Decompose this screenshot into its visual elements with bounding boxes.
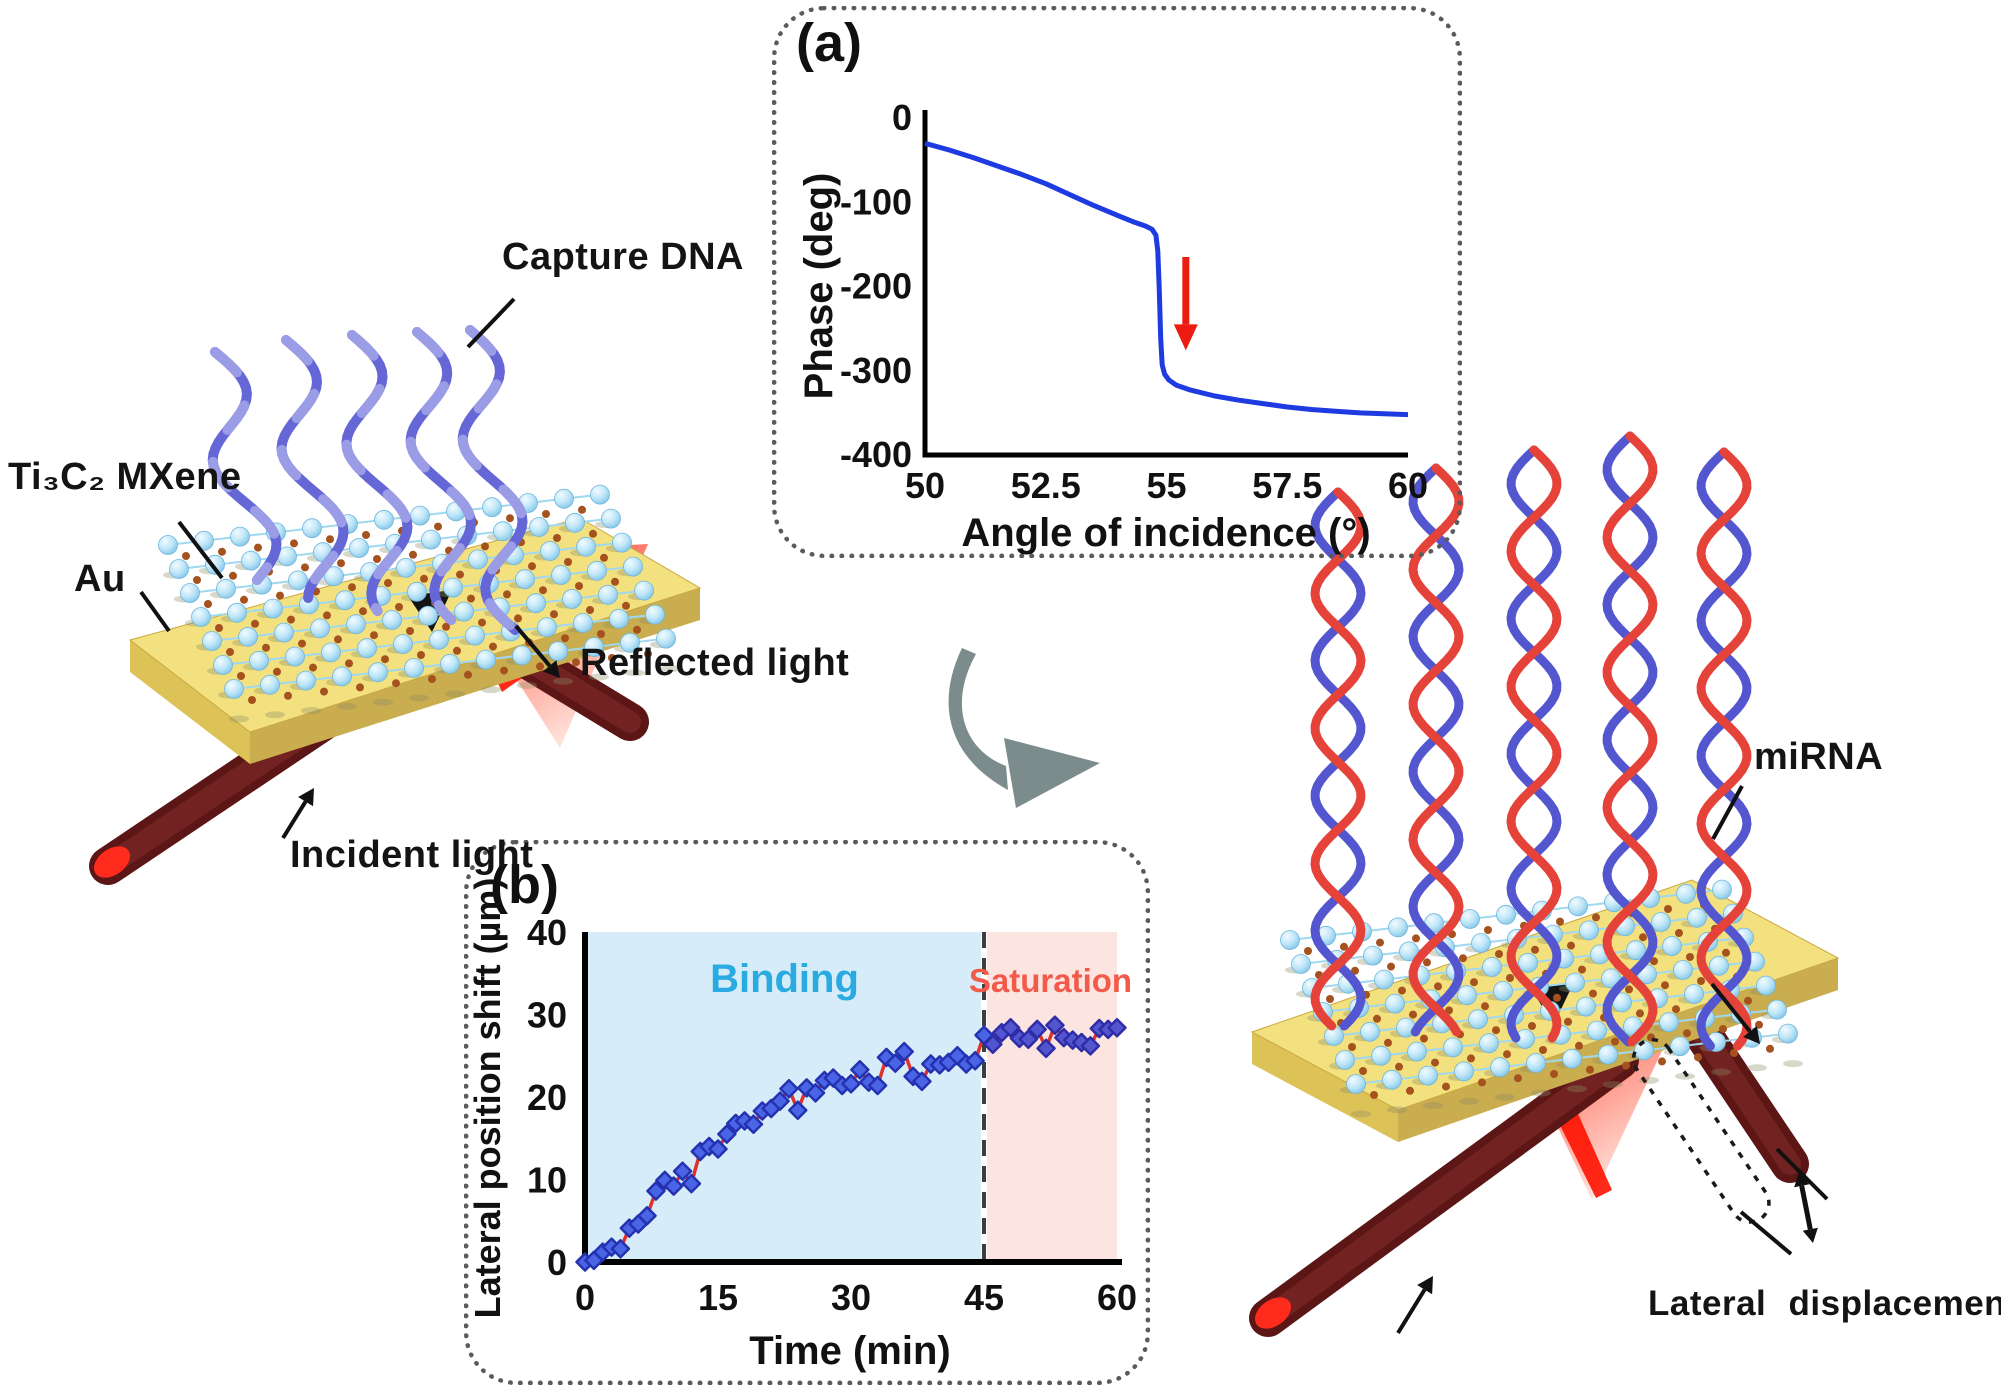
svg-text:10: 10 [527, 1160, 567, 1201]
svg-text:Binding: Binding [710, 957, 859, 1001]
incident-light-label: Incident light [290, 834, 534, 876]
svg-text:Time (min): Time (min) [749, 1329, 951, 1373]
svg-text:60: 60 [1097, 1277, 1137, 1318]
svg-text:0: 0 [892, 97, 912, 138]
lateral-displacement-label: Lateral displacement [1648, 1284, 2001, 1323]
mirna-label: miRNA [1754, 736, 1884, 778]
svg-text:57.5: 57.5 [1252, 465, 1322, 506]
svg-text:52.5: 52.5 [1011, 465, 1081, 506]
svg-text:0: 0 [547, 1242, 567, 1283]
capture-dna-label: Capture DNA [502, 236, 744, 278]
panel-a-label: (a) [796, 13, 862, 73]
svg-text:15: 15 [698, 1277, 738, 1318]
svg-text:40: 40 [527, 912, 567, 953]
svg-text:50: 50 [905, 465, 945, 506]
panel-b-box [464, 840, 1150, 1385]
svg-text:30: 30 [527, 995, 567, 1036]
lateral-shift-chart: Binding Saturation 0 15 30 45 60 0 10 20 30 40 Time … [467, 878, 1137, 1373]
reflected-light-label: Reflected light [580, 642, 850, 684]
panel-b-label: (b) [490, 855, 559, 915]
svg-text:-100: -100 [840, 181, 912, 222]
svg-text:30: 30 [831, 1277, 871, 1318]
svg-text:Saturation: Saturation [969, 962, 1132, 999]
svg-text:0: 0 [575, 1277, 595, 1318]
svg-text:-400: -400 [840, 434, 912, 475]
svg-text:-200: -200 [840, 266, 912, 307]
svg-text:45: 45 [964, 1277, 1004, 1318]
svg-text:Lateral position shift (µm): Lateral position shift (µm) [467, 878, 508, 1319]
au-label: Au [74, 558, 126, 600]
svg-text:20: 20 [527, 1077, 567, 1118]
svg-text:-300: -300 [840, 350, 912, 391]
ti3c2-mxene-label: Ti₃C₂ MXene [8, 456, 242, 498]
svg-text:55: 55 [1146, 465, 1186, 506]
svg-text:Angle of incidence (°): Angle of incidence (°) [961, 511, 1370, 555]
svg-text:60: 60 [1388, 465, 1428, 506]
panel-a-box [772, 6, 1462, 558]
phase-angle-chart: 50 52.5 55 57.5 60 0 -100 -200 -300 -400 Angle of … [797, 97, 1428, 555]
svg-text:Phase (deg): Phase (deg) [797, 173, 841, 400]
